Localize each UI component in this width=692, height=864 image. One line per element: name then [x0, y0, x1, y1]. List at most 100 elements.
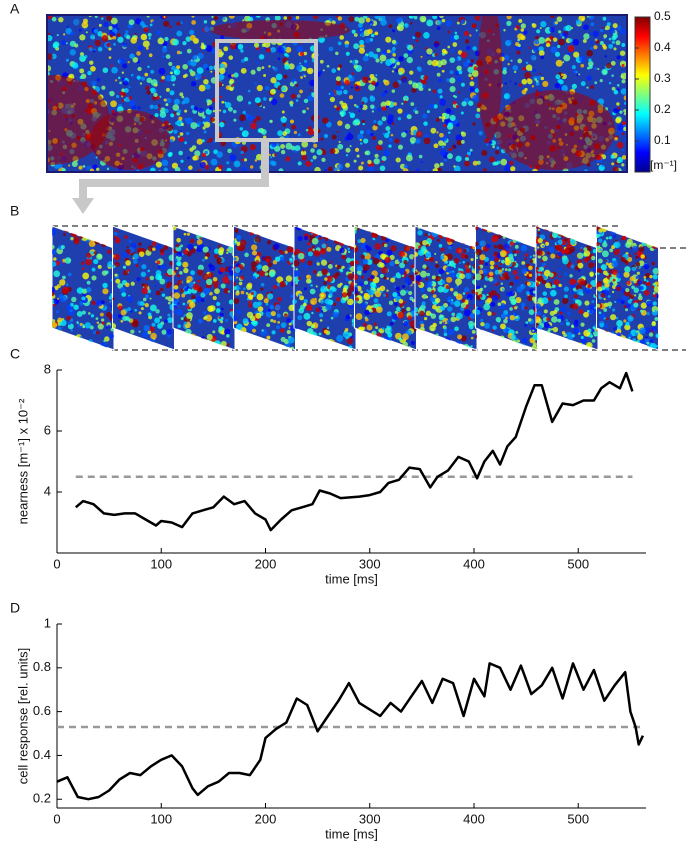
texture-dot [360, 32, 365, 37]
texture-dot [464, 287, 470, 293]
texture-dot [588, 58, 592, 62]
texture-dot [338, 236, 342, 240]
texture-dot [57, 326, 62, 331]
texture-dot [560, 73, 564, 77]
texture-dot [399, 289, 407, 296]
texture-dot [155, 290, 161, 296]
texture-dot [319, 70, 323, 74]
texture-dot [140, 33, 148, 41]
texture-dot [172, 38, 179, 46]
texture-dot [65, 35, 68, 39]
texture-dot [419, 310, 425, 317]
texture-dot [68, 321, 72, 325]
texture-dot [233, 160, 241, 168]
texture-dot [395, 347, 400, 350]
texture-dot [497, 302, 502, 307]
texture-dot [354, 248, 357, 251]
texture-dot [613, 89, 619, 95]
texture-dot [81, 296, 86, 301]
texture-dot [375, 326, 379, 330]
texture-dot [422, 239, 428, 246]
texture-dot [228, 276, 233, 281]
texture-dot [63, 233, 67, 237]
texture-dot [440, 255, 445, 260]
texture-dot [212, 330, 216, 334]
texture-dot [212, 279, 219, 287]
texture-dot [549, 286, 552, 289]
texture-dot [108, 47, 112, 51]
texture-dot [391, 232, 395, 236]
texture-dot [626, 229, 632, 236]
texture-dot [383, 293, 386, 297]
texture-dot [467, 66, 474, 73]
texture-dot [214, 284, 218, 289]
texture-dot [620, 299, 625, 305]
texture-dot [176, 65, 181, 70]
texture-dot [525, 253, 529, 257]
texture-dot [372, 135, 377, 141]
texture-dot [402, 333, 409, 341]
texture-dot [293, 81, 297, 85]
texture-dot [545, 241, 550, 246]
texture-dot [604, 302, 609, 308]
texture-dot [315, 337, 321, 343]
texture-dot [63, 33, 66, 36]
texture-dot [339, 100, 344, 105]
texture-dot [380, 19, 387, 26]
texture-patch [210, 20, 350, 40]
texture-dot [543, 269, 551, 277]
texture-dot [320, 299, 325, 304]
texture-dot [478, 269, 484, 275]
texture-dot [362, 55, 369, 62]
texture-dot [572, 38, 580, 46]
texture-dot [642, 281, 646, 284]
texture-dot [97, 31, 103, 37]
texture-dot [218, 244, 221, 248]
texture-dot [637, 308, 640, 311]
texture-dot [320, 259, 328, 266]
texture-dot [509, 80, 512, 83]
texture-dot [430, 313, 437, 319]
texture-dot [303, 302, 307, 307]
texture-dot [601, 68, 608, 76]
texture-dot [398, 250, 405, 257]
texture-dot [178, 136, 185, 143]
texture-dot [56, 34, 59, 37]
texture-dot [204, 150, 208, 155]
texture-dot [468, 100, 474, 106]
texture-dot [551, 284, 556, 289]
texture-dot [596, 233, 600, 238]
texture-dot [204, 84, 211, 90]
texture-dot [492, 294, 499, 301]
texture-dot [571, 27, 574, 30]
texture-dot [492, 312, 496, 316]
texture-dot [454, 95, 458, 99]
texture-dot [603, 336, 611, 344]
texture-dot [593, 45, 598, 50]
texture-dot [492, 279, 498, 284]
texture-dot [465, 154, 469, 158]
selection-box [215, 39, 318, 142]
texture-dot [206, 140, 210, 144]
texture-dot [399, 262, 405, 269]
texture-dot [325, 303, 332, 311]
texture-dot [439, 149, 447, 157]
texture-dot [177, 109, 182, 114]
texture-dot [565, 321, 570, 326]
texture-dot [316, 342, 322, 348]
texture-dot [339, 348, 342, 350]
texture-dot [228, 299, 234, 305]
texture-dot [108, 56, 112, 59]
texture-dot [605, 272, 609, 276]
texture-dot [66, 336, 72, 343]
texture-dot [180, 317, 184, 321]
texture-dot [304, 59, 308, 63]
texture-dot [202, 63, 209, 69]
texture-dot [266, 323, 271, 328]
y-tick-label: 0.6 [33, 703, 51, 718]
texture-dot [434, 163, 440, 169]
texture-dot [85, 27, 88, 31]
texture-dot [88, 46, 93, 52]
texture-dot [409, 70, 414, 75]
texture-dot [608, 338, 615, 345]
